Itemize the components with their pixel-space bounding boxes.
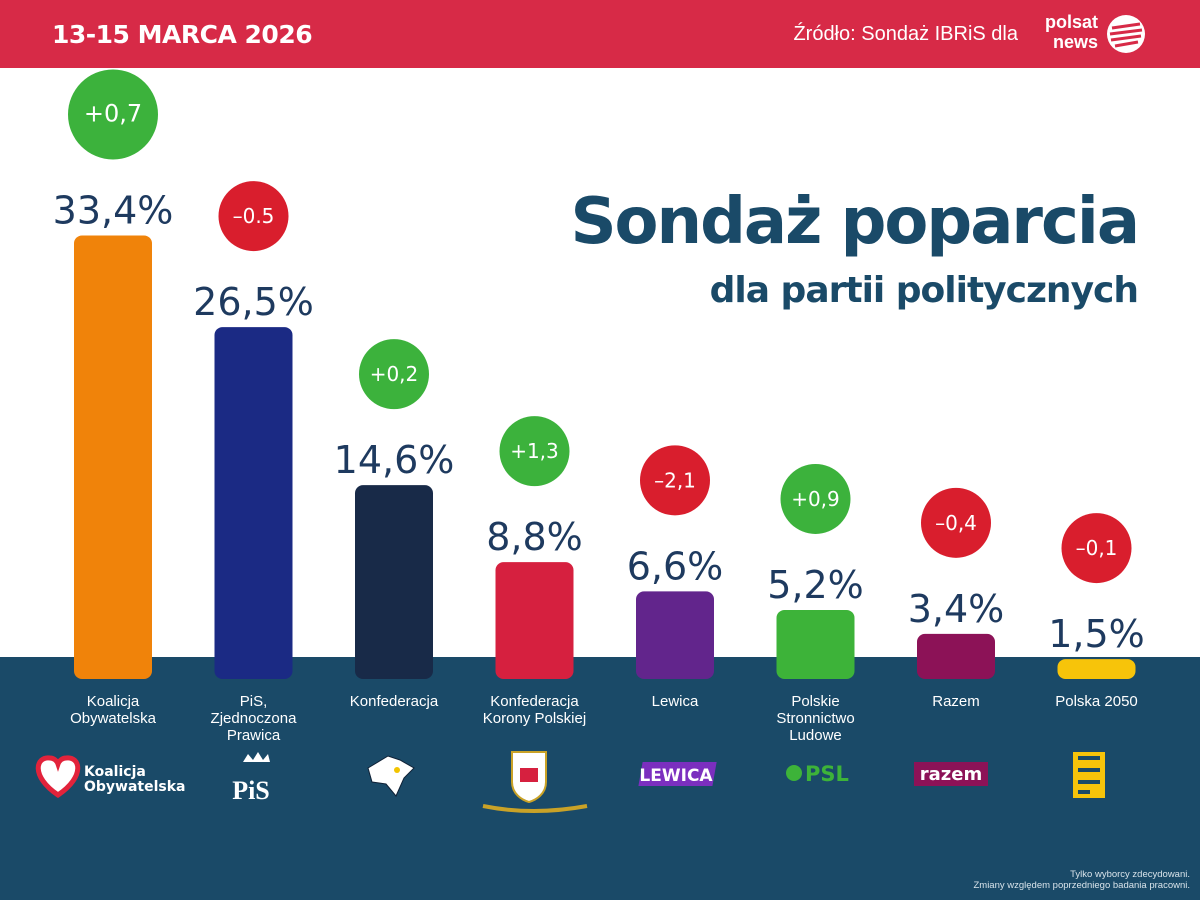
- svg-text:PSL: PSL: [805, 762, 849, 786]
- footnote: Tylko wyborcy zdecydowani. Zmiany względ…: [973, 869, 1190, 891]
- category-label: Razem: [932, 693, 980, 710]
- bar-value-label: 1,5%: [1048, 612, 1145, 656]
- bar: [495, 562, 574, 679]
- kkp-coat-of-arms-logo-icon: [482, 751, 588, 813]
- change-badge: [640, 445, 710, 516]
- change-badge: [68, 69, 158, 160]
- category-label: Polska 2050: [1055, 693, 1138, 710]
- svg-text:Obywatelska: Obywatelska: [84, 779, 186, 795]
- change-badge-label: –0,1: [1076, 536, 1118, 560]
- polsat-news-logo: polsat news: [1032, 12, 1152, 58]
- header-bar: 13-15 MARCA 2026 Źródło: Sondaż IBRiS dl…: [0, 0, 1200, 68]
- change-badge: [1061, 513, 1132, 584]
- polsat-globe-icon: [1107, 15, 1145, 53]
- bar-value-label: 8,8%: [486, 515, 583, 559]
- change-badge: [499, 416, 570, 487]
- bar-value-label: 3,4%: [908, 587, 1005, 631]
- bar-value-label: 14,6%: [334, 438, 455, 482]
- razem-logo-icon: razem: [914, 762, 988, 786]
- svg-text:PiS: PiS: [232, 776, 270, 805]
- svg-text:razem: razem: [920, 764, 982, 785]
- change-badge-label: +0,7: [84, 99, 142, 127]
- category-label: Lewica: [652, 693, 699, 710]
- bar-value-label: 6,6%: [627, 544, 724, 588]
- change-badge: [780, 463, 851, 534]
- bar: [917, 633, 995, 679]
- konfederacja-eagle-logo-icon: [367, 755, 415, 797]
- bar-value-label: 26,5%: [193, 280, 314, 324]
- bar: [1057, 659, 1136, 679]
- bar: [636, 591, 714, 679]
- svg-text:LEWICA: LEWICA: [639, 766, 713, 786]
- source-label: Źródło: Sondaż IBRiS dla: [793, 23, 1018, 45]
- brand-text: polsat news: [1032, 12, 1098, 52]
- change-badge-label: +0,9: [791, 487, 840, 511]
- poll-date: 13-15 MARCA 2026: [52, 20, 313, 49]
- change-badge-label: –2,1: [654, 468, 696, 492]
- change-badge: [921, 487, 991, 558]
- bar-value-label: 5,2%: [767, 563, 864, 607]
- bottom-panel: [0, 657, 1200, 900]
- chart-titles: Sondaż poparcia dla partii politycznych: [570, 180, 1140, 318]
- bar: [74, 235, 152, 679]
- brand-line-2: news: [1052, 32, 1098, 52]
- bar: [355, 485, 433, 679]
- category-label: Polskie Stronnictwo Ludowe: [776, 693, 854, 744]
- footnote-line-2: Zmiany względem poprzedniego badania pra…: [973, 880, 1190, 891]
- chart-subtitle: dla partii politycznych: [709, 270, 1139, 311]
- category-label: Konfederacja Korony Polskiej: [483, 693, 586, 727]
- change-badge-label: +0,2: [370, 362, 419, 386]
- chart-title: Sondaż poparcia: [570, 185, 1140, 259]
- footnote-line-1: Tylko wyborcy zdecydowani.: [1070, 869, 1190, 880]
- svg-text:Koalicja: Koalicja: [84, 764, 146, 780]
- change-badge-label: +1,3: [510, 439, 559, 463]
- pis-logo-icon: PiS: [232, 752, 270, 805]
- bar: [776, 609, 855, 679]
- category-label: PiS, Zjednoczona Prawica: [211, 693, 298, 744]
- change-badge: [218, 181, 289, 252]
- category-label: Konfederacja: [350, 693, 439, 710]
- change-badge: [359, 339, 429, 410]
- psl-logo-icon: PSL: [786, 762, 849, 786]
- bar-value-label: 33,4%: [53, 188, 174, 232]
- change-badge-label: –0,4: [935, 511, 977, 535]
- change-badge-label: –0.5: [233, 204, 275, 228]
- polska2050-logo-icon: [1073, 752, 1105, 798]
- brand-line-1: polsat: [1044, 12, 1098, 32]
- bar: [214, 327, 293, 679]
- category-label: Koalicja Obywatelska: [70, 693, 157, 727]
- lewica-logo-icon: LEWICA: [638, 762, 717, 786]
